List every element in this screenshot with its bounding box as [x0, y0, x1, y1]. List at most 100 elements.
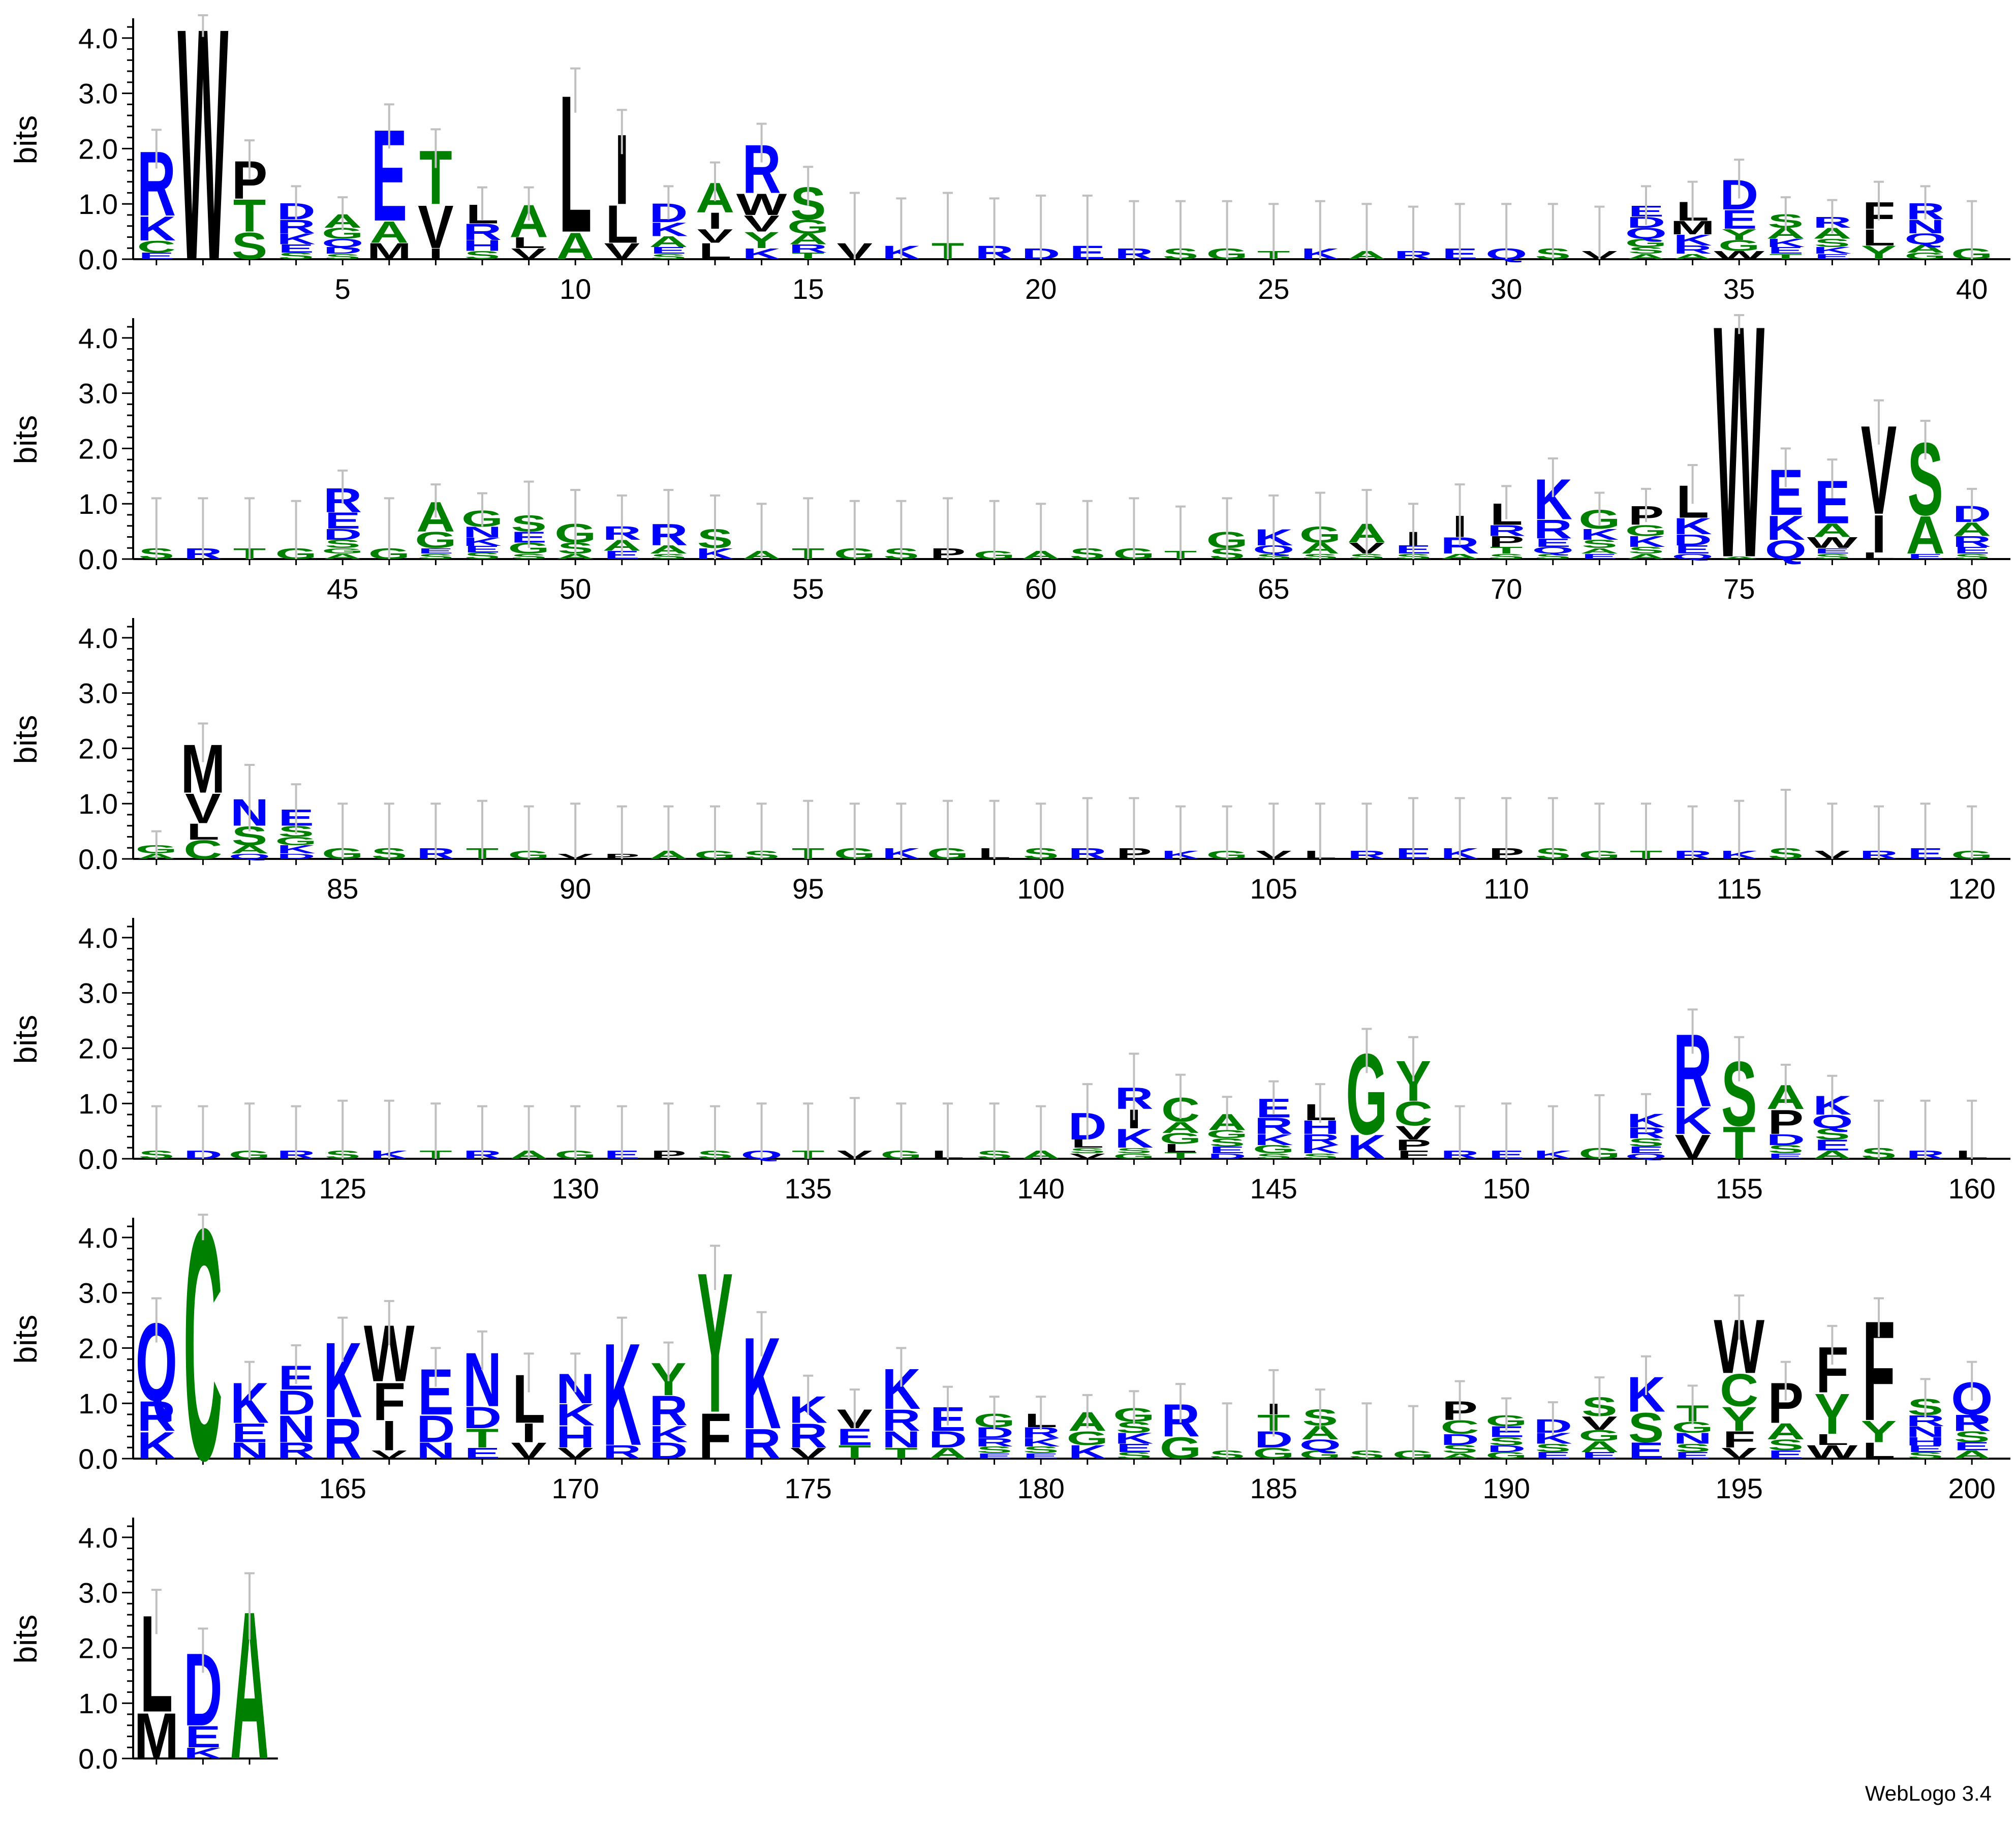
logo-letter-T: T: [839, 1441, 872, 1463]
stack-pos-67: SVA: [1347, 489, 1386, 561]
stack-pos-183: GR: [1160, 1383, 1201, 1465]
logo-letter-V: V: [557, 1445, 594, 1462]
stack-pos-27: A: [1347, 203, 1386, 262]
y-tick-label: 4.0: [78, 1222, 118, 1254]
stack-pos-11: VLI: [604, 109, 640, 264]
stack-pos-104: G: [1206, 805, 1248, 861]
stack-pos-159: R: [1906, 1099, 1945, 1161]
stack-pos-59: G: [973, 500, 1015, 562]
y-tick-label: 1.0: [78, 488, 118, 520]
stack-pos-184: S: [1209, 1402, 1245, 1461]
stack-pos-20: D: [1021, 194, 1060, 263]
logo-letter-R: R: [789, 242, 827, 255]
logo-letter-W: W: [1807, 534, 1858, 551]
logo-letter-S: S: [1628, 545, 1664, 555]
stack-pos-78: LIV: [1861, 399, 1897, 564]
stack-pos-25: T: [1257, 203, 1290, 262]
y-tick-label: 2.0: [78, 732, 118, 764]
stack-pos-3: STP: [232, 139, 267, 267]
logo-letter-F: F: [1397, 1149, 1430, 1161]
stack-pos-64: SG: [1206, 497, 1248, 563]
logo-letter-E: E: [1581, 552, 1618, 561]
stack-pos-106: L: [1304, 803, 1337, 861]
stack-pos-79: EAS: [1906, 420, 1945, 565]
logo-letter-A: A: [370, 215, 409, 249]
x-tick-label: 10: [560, 273, 591, 305]
logo-letter-A: A: [1720, 555, 1758, 560]
stack-pos-109: K: [1440, 797, 1479, 862]
stack-pos-130: G: [554, 1105, 596, 1161]
logo-letter-I: I: [428, 245, 443, 262]
stack-pos-22: R: [1114, 200, 1154, 263]
weblogo-credit: WebLogo 3.4: [1865, 1781, 1992, 1805]
y-tick-label: 4.0: [78, 1522, 118, 1554]
logo-letter-N: N: [416, 1438, 455, 1464]
stack-pos-88: T: [466, 799, 499, 862]
stack-pos-21: E: [1070, 194, 1105, 263]
logo-letter-R: R: [742, 1421, 781, 1468]
stack-pos-100: S: [1023, 803, 1059, 862]
y-tick-label: 1.0: [78, 1088, 118, 1120]
logo-letter-L: L: [1863, 1438, 1896, 1464]
stack-pos-51: EAR: [603, 494, 641, 562]
logo-letter-P: P: [1395, 1137, 1432, 1154]
logo-letter-R: R: [1487, 522, 1526, 539]
stack-pos-53: KS: [696, 494, 734, 563]
logo-letter-G: G: [1485, 1450, 1527, 1461]
logo-letter-V: V: [1721, 1445, 1757, 1462]
logo-letter-S: S: [511, 552, 547, 561]
y-tick-label: 1.0: [78, 188, 118, 220]
stack-pos-113: T: [1630, 803, 1662, 861]
x-tick-label: 55: [792, 573, 824, 605]
stack-pos-101: R: [1068, 797, 1107, 862]
logo-letter-G: G: [1625, 237, 1667, 250]
x-tick-label: 140: [1017, 1172, 1064, 1205]
logo-letter-L: L: [187, 819, 220, 845]
logo-letter-G: G: [1625, 522, 1667, 539]
logo-letter-E: E: [1721, 204, 1757, 234]
logo-letter-G: G: [1160, 1431, 1201, 1465]
y-tick-label: 0.0: [78, 843, 118, 875]
logo-letter-A: A: [1673, 253, 1712, 261]
stack-pos-86: S: [371, 803, 407, 862]
stack-pos-152: G: [1578, 1094, 1621, 1162]
x-tick-label: 35: [1723, 273, 1755, 305]
logo-letter-A: A: [1906, 505, 1944, 565]
logo-letter-E: E: [1209, 1145, 1245, 1155]
stack-pos-142: GSKIR: [1113, 1053, 1155, 1160]
stack-pos-185: GDTI: [1253, 1369, 1294, 1462]
x-tick-label: 135: [784, 1172, 831, 1205]
stack-pos-187: S: [1349, 1402, 1385, 1461]
logo-letter-L: L: [1863, 551, 1896, 561]
logo-letter-M: M: [367, 238, 412, 264]
stack-pos-42: R: [183, 497, 223, 563]
stack-pos-176: TEV: [837, 1388, 873, 1463]
logo-letter-A: A: [1766, 1418, 1805, 1444]
logo-letter-E: E: [1674, 543, 1711, 556]
x-tick-label: 190: [1482, 1472, 1530, 1504]
logo-letter-L: L: [1164, 1142, 1197, 1155]
stack-pos-41: S: [139, 497, 174, 563]
x-tick-label: 95: [792, 873, 824, 905]
y-tick-label: 3.0: [78, 378, 118, 410]
stack-pos-91: P: [604, 805, 640, 860]
logo-letter-S: S: [1116, 1450, 1152, 1461]
logo-letter-E: E: [418, 547, 454, 555]
logo-letter-K: K: [1068, 1441, 1107, 1463]
logo-letter-T: T: [1490, 545, 1523, 555]
x-tick-label: 25: [1258, 273, 1289, 305]
x-tick-label: 110: [1484, 873, 1529, 905]
x-tick-label: 175: [784, 1472, 831, 1504]
logo-letter-K: K: [1347, 1128, 1386, 1166]
